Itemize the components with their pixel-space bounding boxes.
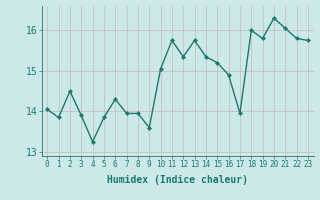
X-axis label: Humidex (Indice chaleur): Humidex (Indice chaleur)	[107, 175, 248, 185]
